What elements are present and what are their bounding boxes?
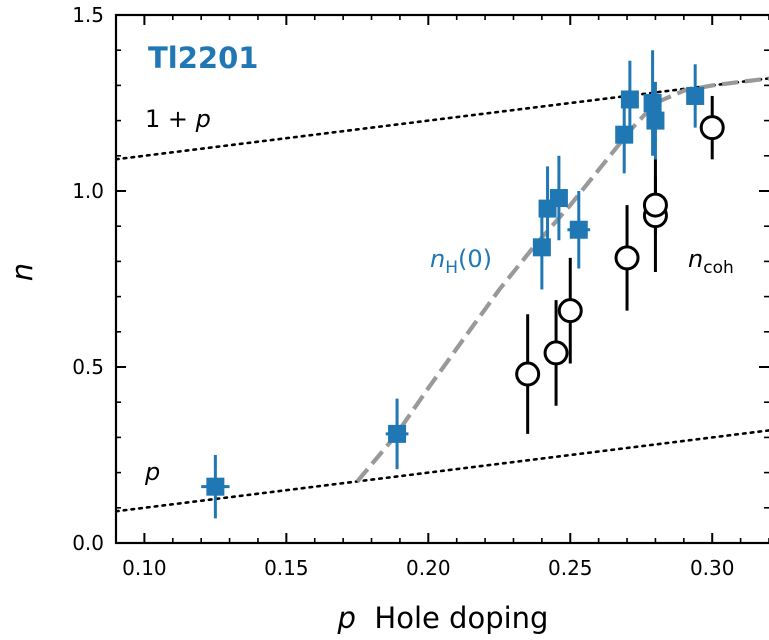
error-bars	[201, 50, 724, 519]
x-tick-label: 0.20	[406, 556, 451, 580]
axis-ticks: 0.10 0.15 0.20 0.25 0.30 0.0 0.5 1.0 1.5	[72, 3, 769, 580]
hall-trend-dashed-line	[355, 76, 769, 483]
one-plus-p-dotted-line	[116, 77, 769, 161]
hall-data-point	[620, 90, 639, 109]
hall-data-point	[646, 111, 665, 130]
hall-data-point	[549, 189, 568, 208]
hall-data-point	[532, 238, 551, 257]
line-label-one-plus-p: 1 + p	[145, 105, 211, 133]
coh-data-point	[642, 192, 668, 218]
hall-data-point	[615, 125, 634, 144]
x-tick-label: 0.15	[264, 556, 309, 580]
coh-data-point	[515, 361, 541, 387]
plot-frame	[114, 13, 769, 545]
data-markers	[206, 86, 725, 496]
series-label-hall: nH(0)	[430, 245, 492, 278]
p-dotted-line	[116, 429, 769, 513]
hall-data-point	[686, 86, 705, 105]
x-axis-label: p Hole doping	[337, 601, 549, 635]
coh-data-point	[614, 245, 640, 271]
hall-data-point	[206, 477, 225, 496]
coh-data-point	[699, 115, 725, 141]
y-tick-label: 1.5	[72, 3, 104, 27]
hall-data-point	[569, 220, 588, 239]
axes-box	[114, 13, 769, 545]
chart-title: Tl2201	[148, 41, 258, 75]
coh-data-point	[543, 340, 569, 366]
hall-data-point	[643, 94, 662, 112]
coh-data-point	[557, 298, 583, 324]
hall-data-point	[388, 424, 407, 443]
y-tick-label: 1.0	[72, 179, 104, 203]
x-tick-label: 0.30	[690, 556, 735, 580]
line-label-p: p	[144, 458, 160, 486]
y-tick-label: 0.0	[72, 531, 104, 555]
reference-lines	[116, 76, 769, 513]
x-tick-label: 0.10	[122, 556, 167, 580]
x-tick-label: 0.25	[548, 556, 593, 580]
series-label-coh: ncoh	[688, 245, 734, 278]
y-axis-label: n	[5, 263, 39, 281]
y-tick-label: 0.5	[72, 355, 104, 379]
annotations: Tl2201 1 + p p nH(0) ncoh p Hole doping …	[5, 41, 734, 635]
